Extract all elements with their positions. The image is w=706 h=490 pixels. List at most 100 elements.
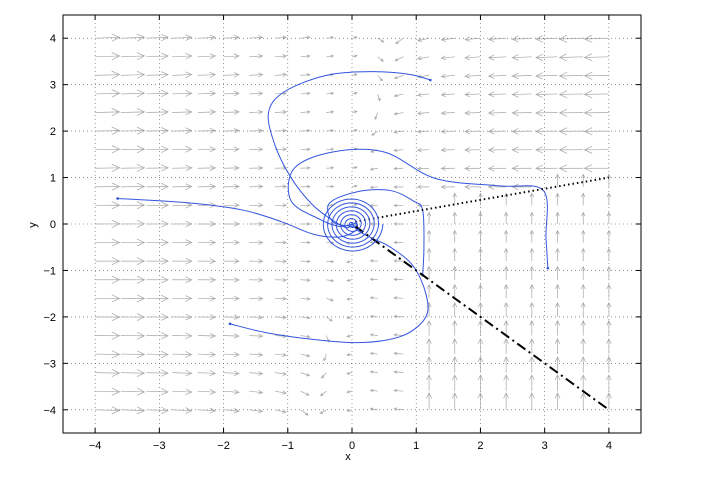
- vector-arrow: [393, 75, 404, 80]
- vector-arrow: [172, 369, 193, 377]
- trajectory-1: [267, 71, 431, 229]
- vector-arrow: [554, 356, 561, 373]
- vector-arrow: [120, 182, 146, 191]
- vector-arrow: [478, 229, 483, 243]
- vector-arrow: [369, 388, 378, 393]
- vector-arrow: [249, 165, 264, 171]
- vector-arrow: [95, 52, 121, 61]
- vector-arrow: [393, 277, 404, 282]
- vector-arrow: [464, 73, 481, 79]
- vector-arrow: [464, 128, 481, 135]
- vector-arrow: [274, 371, 287, 376]
- vector-arrow: [393, 185, 404, 189]
- vector-arrow: [464, 147, 481, 153]
- vector-arrow: [440, 55, 455, 61]
- vector-arrow: [197, 258, 217, 265]
- vector-arrow: [558, 108, 584, 117]
- vector-arrow: [300, 147, 311, 152]
- vector-arrow: [120, 331, 146, 340]
- vector-arrow: [580, 265, 586, 280]
- vector-arrow: [95, 313, 121, 322]
- vector-arrow: [249, 277, 264, 283]
- vector-arrow: [172, 183, 193, 190]
- vector-arrow: [477, 374, 484, 392]
- vector-arrow: [393, 314, 404, 319]
- vector-arrow: [606, 374, 612, 392]
- vector-arrow: [555, 301, 560, 317]
- vector-arrow: [417, 56, 430, 61]
- vector-arrow: [274, 240, 288, 245]
- vector-arrow: [351, 184, 358, 188]
- vector-arrow: [197, 388, 217, 395]
- vector-arrow: [300, 334, 311, 339]
- vector-arrow: [464, 91, 481, 98]
- vector-arrow: [477, 338, 484, 355]
- vector-arrow: [326, 166, 335, 170]
- vector-arrow: [452, 247, 457, 262]
- vector-arrow: [326, 278, 335, 283]
- vector-arrow: [377, 56, 384, 62]
- vector-arrow: [580, 173, 586, 187]
- vector-arrow: [581, 192, 586, 206]
- vector-arrow: [351, 54, 358, 58]
- vector-arrow: [417, 111, 430, 116]
- trajectory-3: [229, 223, 429, 344]
- vector-arrow: [300, 222, 311, 226]
- vector-arrow: [146, 406, 169, 415]
- vector-arrow: [529, 247, 535, 262]
- vector-arrow: [464, 165, 481, 172]
- vector-arrow: [249, 389, 264, 395]
- vector-arrow: [300, 278, 311, 282]
- vector-arrow: [95, 257, 121, 266]
- vector-arrow: [535, 164, 558, 172]
- vector-field: [95, 33, 612, 416]
- vector-arrow: [529, 320, 535, 336]
- vector-arrow: [558, 145, 584, 154]
- vector-arrow: [580, 283, 586, 299]
- x-axis-label: x: [345, 451, 351, 463]
- vector-arrow: [197, 146, 217, 153]
- vector-arrow: [172, 332, 193, 340]
- vector-arrow: [120, 33, 146, 42]
- vector-arrow: [146, 294, 169, 303]
- vector-arrow: [554, 374, 561, 392]
- vector-arrow: [197, 407, 217, 414]
- vector-arrow: [223, 314, 240, 320]
- trajectory-start-point: [546, 266, 550, 270]
- vector-arrow: [300, 409, 309, 416]
- vector-arrow: [197, 183, 217, 190]
- vector-arrow: [249, 184, 264, 189]
- vector-arrow: [583, 90, 609, 99]
- vector-arrow: [535, 53, 558, 61]
- vector-arrow: [249, 35, 264, 40]
- vector-arrow: [346, 278, 353, 282]
- vector-arrow: [606, 211, 611, 224]
- vector-arrow: [249, 53, 264, 59]
- vector-arrow: [555, 247, 560, 262]
- vector-arrow: [95, 145, 121, 154]
- vector-arrow: [529, 356, 535, 373]
- vector-arrow: [503, 338, 509, 355]
- vector-arrow: [197, 295, 217, 302]
- vector-arrow: [172, 108, 193, 116]
- vector-arrow: [146, 108, 169, 116]
- vector-arrow: [172, 407, 193, 414]
- vector-arrow: [416, 129, 430, 134]
- vector-arrow: [172, 164, 193, 172]
- vector-arrow: [326, 297, 334, 302]
- vector-arrow: [249, 352, 264, 358]
- vector-arrow: [369, 259, 378, 263]
- vector-arrow: [351, 73, 358, 77]
- trajectories: [116, 71, 610, 411]
- vector-arrow: [197, 370, 217, 377]
- vector-arrow: [393, 93, 404, 98]
- vector-arrow: [452, 338, 458, 355]
- vector-arrow: [120, 164, 146, 172]
- vector-arrow: [249, 371, 264, 376]
- vector-arrow: [369, 296, 378, 300]
- vector-arrow: [197, 332, 217, 339]
- vector-arrow: [197, 276, 217, 283]
- vector-arrow: [393, 240, 404, 245]
- vector-arrow: [326, 184, 335, 189]
- vector-arrow: [172, 220, 193, 228]
